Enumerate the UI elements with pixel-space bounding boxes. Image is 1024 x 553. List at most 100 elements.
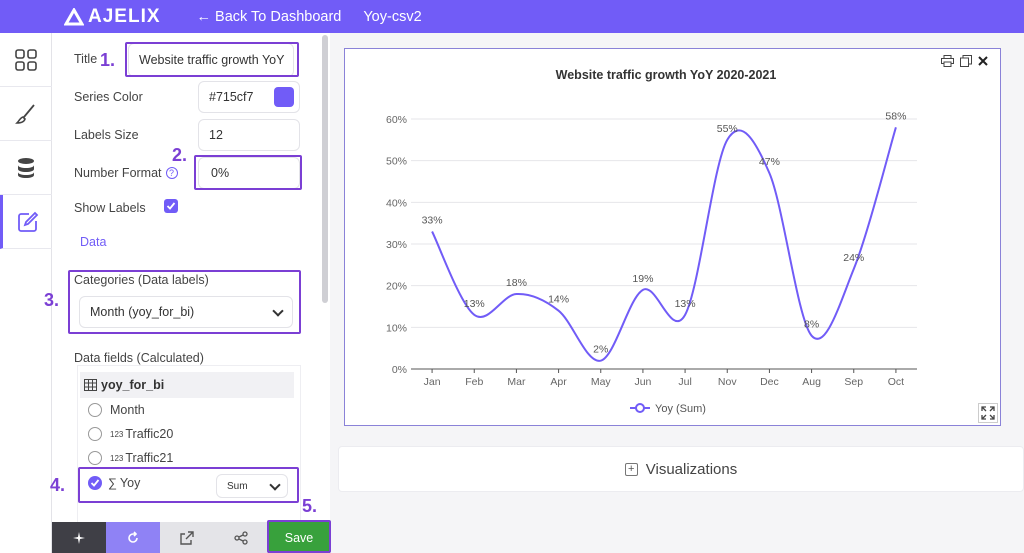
number-format-text: Number Format: [74, 166, 162, 180]
show-labels-checkbox[interactable]: [164, 199, 178, 213]
visualizations-label: Visualizations: [645, 460, 738, 478]
help-icon[interactable]: ?: [165, 167, 178, 179]
highlight-yoy-field: [78, 467, 299, 503]
field-checkbox-checked[interactable]: [88, 476, 102, 490]
aggregation-select[interactable]: Sum: [216, 474, 288, 498]
open-external-button[interactable]: [160, 522, 214, 553]
step-4-marker: 4.: [50, 475, 66, 495]
plus-icon: +: [624, 462, 638, 476]
numeric-type-icon: 123: [110, 453, 124, 463]
settings-panel: Title Website traffic growth YoY Series …: [44, 33, 330, 553]
field-item[interactable]: 123 Traffic20: [88, 427, 173, 441]
chart-card: Website traffic growth YoY 2020-2021 0% 1…: [344, 48, 1001, 426]
field-item[interactable]: Month: [88, 403, 145, 417]
highlight-number-format: [194, 155, 302, 190]
categories-value: Month (yoy_for_bi): [90, 305, 195, 319]
tab-data[interactable]: Data: [80, 235, 107, 249]
labels-size-label: Labels Size: [74, 128, 139, 142]
chart-legend[interactable]: Yoy (Sum): [630, 403, 706, 415]
x-tick-label: May: [591, 376, 612, 388]
field-name: Yoy: [119, 476, 141, 490]
data-label: 18%: [506, 277, 527, 289]
step-1-marker: 1.: [100, 50, 116, 70]
refresh-icon: [128, 530, 138, 543]
chart-title: Website traffic growth YoY 2020-2021: [556, 68, 777, 82]
back-to-dashboard-link[interactable]: ← Back To Dashboard: [196, 8, 342, 25]
x-tick-label: Apr: [550, 376, 567, 388]
y-tick-label: 0%: [392, 364, 407, 376]
rail-item-grid[interactable]: [0, 33, 52, 87]
highlight-save: [267, 520, 331, 553]
x-tick-label: Nov: [718, 376, 737, 388]
x-tick-label: Sep: [844, 376, 863, 388]
data-labels: 33% 13% 18% 14% 2% 19% 13% 55% 47% 8% 24% 58%: [422, 110, 907, 355]
logo-icon: [64, 7, 84, 25]
table-name: yoy_for_bi: [101, 378, 165, 392]
grid-icon: [15, 48, 37, 71]
title-label: Title: [74, 52, 98, 66]
x-tick-label: Oct: [888, 376, 904, 388]
step-3-marker: 3.: [44, 290, 60, 310]
y-tick-label: 20%: [386, 281, 407, 293]
highlight-title: [125, 42, 299, 77]
data-label: 13%: [675, 298, 696, 310]
x-tick-label: Mar: [507, 376, 526, 388]
rail-item-style[interactable]: [0, 87, 52, 141]
categories-select[interactable]: Month (yoy_for_bi): [79, 296, 293, 328]
expand-button[interactable]: [978, 403, 998, 423]
data-label: 8%: [804, 319, 819, 331]
close-icon[interactable]: [978, 56, 988, 66]
expand-icon: [981, 406, 995, 420]
refresh-button[interactable]: [106, 522, 160, 553]
field-checkbox[interactable]: [88, 451, 102, 465]
visualizations-panel-toggle[interactable]: + Visualizations: [338, 446, 1024, 492]
number-format-input[interactable]: 0%: [198, 157, 300, 189]
share-button[interactable]: [214, 522, 268, 553]
labels-size-input[interactable]: 12: [198, 119, 300, 151]
color-swatch[interactable]: [274, 87, 294, 107]
card-tools: [941, 55, 988, 67]
magic-button[interactable]: [52, 522, 106, 553]
step-2-marker: 2.: [172, 145, 188, 165]
field-checkbox[interactable]: [88, 403, 102, 417]
field-name: Traffic20: [125, 427, 174, 441]
field-item[interactable]: 123 Traffic21: [88, 451, 173, 465]
data-label: 55%: [717, 123, 738, 135]
panel-scrollbar[interactable]: [322, 35, 328, 303]
x-tick-label: Jul: [678, 376, 691, 388]
data-label: 24%: [843, 252, 864, 264]
data-label: 58%: [885, 110, 906, 122]
legend-label: Yoy (Sum): [655, 403, 706, 415]
external-link-icon: [180, 530, 194, 545]
data-label: 19%: [632, 273, 653, 285]
chart-grid: [411, 118, 917, 370]
data-fields-label: Data fields (Calculated): [74, 351, 204, 365]
top-bar: AJELIX ← Back To Dashboard Yoy-csv2: [0, 0, 1024, 33]
y-tick-label: 50%: [386, 156, 407, 168]
legend-marker: [635, 403, 645, 413]
field-checkbox[interactable]: [88, 427, 102, 441]
x-tick-label: Jun: [634, 376, 651, 388]
y-tick-label: 10%: [386, 322, 407, 334]
rail-item-edit[interactable]: [0, 195, 52, 249]
series-color-label: Series Color: [74, 90, 143, 104]
print-icon[interactable]: [941, 55, 954, 67]
save-button[interactable]: Save: [268, 522, 330, 553]
series-color-value: #715cf7: [209, 90, 254, 104]
copy-icon[interactable]: [960, 55, 972, 67]
number-format-label: Number Format?: [74, 166, 178, 180]
logo[interactable]: AJELIX: [64, 6, 161, 28]
check-icon: [166, 202, 176, 210]
categories-label: Categories (Data labels): [74, 273, 209, 287]
x-tick-label: Dec: [760, 376, 779, 388]
icon-rail: [0, 33, 52, 553]
rail-item-data[interactable]: [0, 141, 52, 195]
series-line: [431, 127, 897, 362]
field-item-selected[interactable]: ∑ Yoy: [88, 476, 140, 490]
x-tick-label: Aug: [802, 376, 821, 388]
sum-icon: ∑: [108, 476, 117, 490]
highlight-categories: [68, 270, 301, 334]
numeric-type-icon: 123: [110, 429, 124, 439]
file-name: Yoy-csv2: [363, 8, 422, 25]
database-icon: [18, 157, 34, 178]
